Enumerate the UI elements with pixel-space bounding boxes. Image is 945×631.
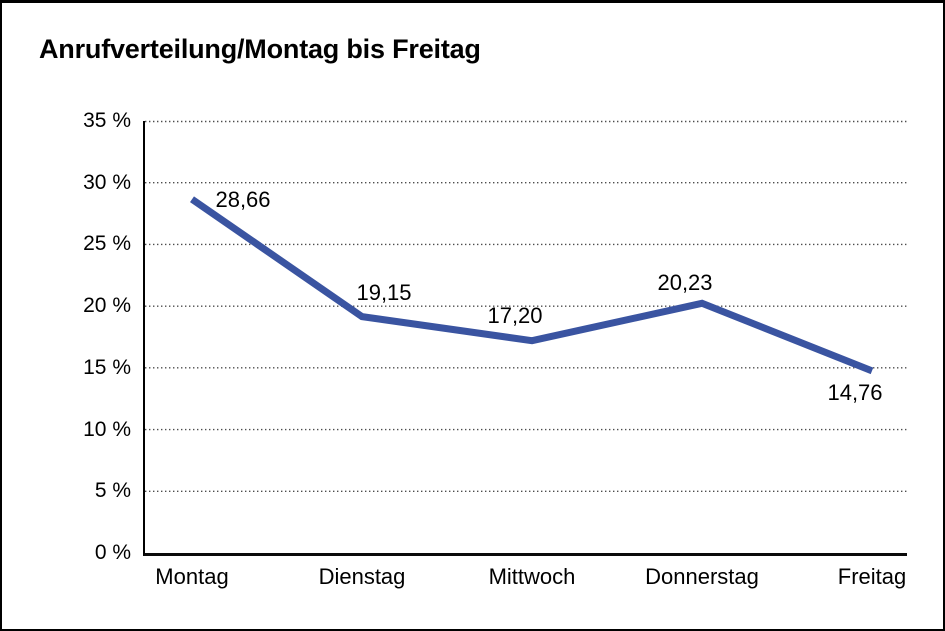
y-axis-tick-label: 5 % bbox=[94, 479, 131, 503]
data-point-value-label: 19,15 bbox=[356, 279, 412, 305]
y-axis-tick-label: 25 % bbox=[83, 232, 131, 256]
plot-area bbox=[143, 120, 907, 556]
data-point-value-label: 14,76 bbox=[827, 379, 883, 405]
y-axis-tick-label: 0 % bbox=[94, 541, 131, 564]
data-point-value-label: 17,20 bbox=[487, 302, 543, 328]
x-axis-category-label: Mittwoch bbox=[488, 564, 576, 589]
y-axis-tick-label: 35 % bbox=[83, 109, 131, 132]
data-point-value-label: 28,66 bbox=[215, 187, 271, 213]
line-chart-svg bbox=[145, 120, 907, 492]
data-line bbox=[190, 196, 874, 375]
chart-title: Anrufverteilung/Montag bis Freitag bbox=[39, 34, 481, 64]
data-point-value-label: 20,23 bbox=[657, 270, 713, 296]
x-axis-category-label: Freitag bbox=[837, 564, 907, 589]
y-axis-tick-label: 10 % bbox=[83, 417, 131, 441]
x-axis-category-label: Donnerstag bbox=[645, 564, 759, 589]
x-axis-category-label: Montag bbox=[155, 564, 229, 589]
y-axis-tick-label: 15 % bbox=[83, 355, 131, 379]
y-axis-tick-label: 20 % bbox=[83, 294, 131, 318]
x-axis-category-label: Dienstag bbox=[318, 564, 406, 589]
y-axis-tick-label: 30 % bbox=[83, 170, 131, 194]
